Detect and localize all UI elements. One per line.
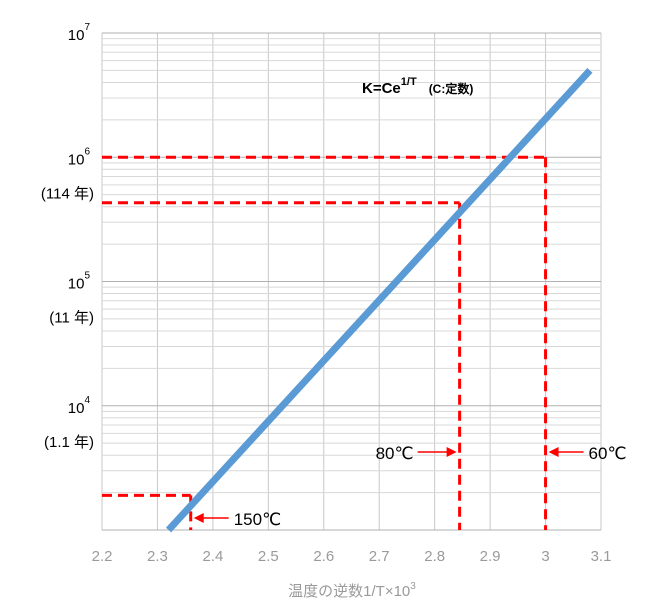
annotation-arrowhead — [548, 447, 559, 457]
x-tick-label: 3 — [541, 548, 549, 565]
annotation-arrowhead — [193, 513, 204, 523]
x-tick-label: 2.2 — [92, 548, 113, 565]
temperature-label: 60℃ — [589, 444, 627, 463]
x-tick-label: 2.5 — [258, 548, 279, 565]
x-tick-label: 2.8 — [424, 548, 445, 565]
temperature-annotations: 150℃ 80℃ 60℃ — [193, 444, 627, 529]
x-tick-label: 2.9 — [480, 548, 501, 565]
x-tick-label: 2.4 — [202, 548, 223, 565]
x-tick-label: 2.7 — [369, 548, 390, 565]
y-tick-labels: 104 105 106 107 — [68, 22, 91, 417]
x-axis-title: 温度の逆数1/T×103 — [288, 581, 416, 600]
x-tick-labels: 2.2 2.3 2.4 2.5 2.6 2.7 2.8 2.9 3 3.1 — [92, 548, 612, 565]
annotation-arrowhead — [446, 447, 457, 457]
year-label: (11 年) — [49, 310, 94, 327]
x-tick-label: 2.6 — [313, 548, 334, 565]
temperature-label: 150℃ — [234, 510, 281, 529]
year-label: (114 年) — [41, 185, 94, 202]
series-line — [165, 68, 593, 533]
x-tick-label: 3.1 — [591, 548, 612, 565]
temperature-label: 80℃ — [376, 444, 414, 463]
year-labels: (1.1 年) (11 年) (114 年) — [41, 185, 94, 451]
y-tick-label: 106 — [68, 146, 91, 168]
year-label: (1.1 年) — [44, 434, 94, 451]
series — [165, 68, 593, 533]
x-tick-label: 2.3 — [147, 548, 168, 565]
grid — [101, 32, 602, 531]
y-tick-label: 105 — [68, 271, 91, 293]
formula-label: K=Ce1/T (C:定数) — [362, 76, 473, 97]
y-tick-label: 104 — [68, 395, 91, 417]
y-tick-label: 107 — [68, 22, 91, 44]
